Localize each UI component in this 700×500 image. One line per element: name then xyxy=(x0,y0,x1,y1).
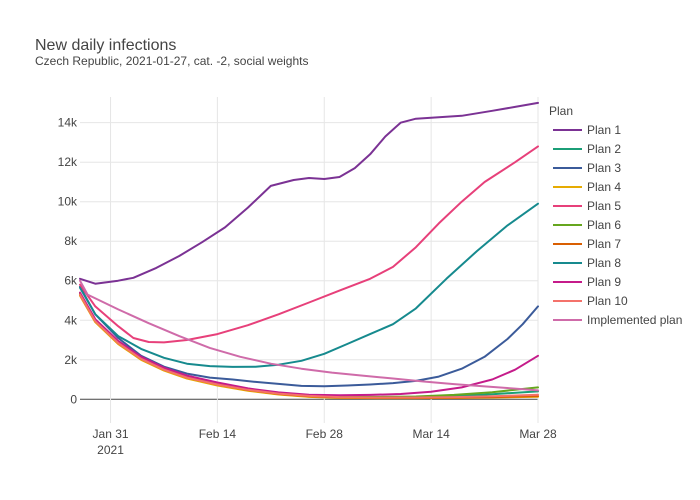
chart-subtitle: Czech Republic, 2021-01-27, cat. -2, soc… xyxy=(35,54,308,68)
y-tick-label: 10k xyxy=(58,195,78,209)
legend-label: Plan 7 xyxy=(587,237,621,251)
legend-item-plan-8[interactable]: Plan 8 xyxy=(553,256,621,270)
x-tick-label: Jan 31 xyxy=(93,427,129,441)
series-line-plan-1[interactable] xyxy=(79,101,539,285)
y-tick-label: 6k xyxy=(64,274,78,288)
legend-label: Plan 2 xyxy=(587,142,621,156)
legend-item-plan-1[interactable]: Plan 1 xyxy=(553,123,621,137)
legend-label: Plan 8 xyxy=(587,256,621,270)
x-tick-label: Mar 28 xyxy=(519,427,557,441)
legend-label: Plan 4 xyxy=(587,180,621,194)
series-line-plan-7[interactable] xyxy=(79,293,539,399)
series-line-plan-4[interactable] xyxy=(79,294,539,400)
legend-item-plan-5[interactable]: Plan 5 xyxy=(553,199,621,213)
legend-item-plan-3[interactable]: Plan 3 xyxy=(553,161,621,175)
gridlines xyxy=(80,97,539,423)
series-line-implemented-plan[interactable] xyxy=(79,279,539,392)
legend-label: Implemented plan xyxy=(587,313,682,327)
y-tick-label: 8k xyxy=(64,234,78,248)
legend-item-plan-4[interactable]: Plan 4 xyxy=(553,180,621,194)
legend[interactable]: Plan Plan 1 Plan 2 Plan 3 Plan 4 Plan 5 Plan … xyxy=(549,104,682,327)
x-tick-label: 2021 xyxy=(97,443,124,457)
legend-label: Plan 3 xyxy=(587,161,621,175)
x-tick-label: Feb 28 xyxy=(306,427,344,441)
legend-label: Plan 9 xyxy=(587,275,621,289)
series-line-plan-2[interactable] xyxy=(79,293,539,399)
x-tick-label: Feb 14 xyxy=(199,427,237,441)
y-tick-label: 0 xyxy=(70,392,77,406)
legend-item-implemented-plan[interactable]: Implemented plan xyxy=(553,313,682,327)
legend-label: Plan 10 xyxy=(587,294,628,308)
legend-item-plan-10[interactable]: Plan 10 xyxy=(553,294,628,308)
legend-label: Plan 1 xyxy=(587,123,621,137)
chart-title: New daily infections xyxy=(35,37,176,54)
legend-item-plan-2[interactable]: Plan 2 xyxy=(553,142,621,156)
series-line-plan-6[interactable] xyxy=(79,292,539,398)
y-tick-label: 4k xyxy=(64,313,78,327)
legend-title: Plan xyxy=(549,104,573,118)
series-line-plan-10[interactable] xyxy=(79,293,539,399)
axes: 0 2k 4k 6k 8k 10k 12k 14k Jan 31 2021 Feb 14 Feb 28… xyxy=(58,116,557,457)
x-tick-label: Mar 14 xyxy=(412,427,450,441)
series-line-plan-8[interactable] xyxy=(79,202,539,368)
legend-item-plan-9[interactable]: Plan 9 xyxy=(553,275,621,289)
y-tick-label: 12k xyxy=(58,155,78,169)
legend-label: Plan 5 xyxy=(587,199,621,213)
legend-item-plan-6[interactable]: Plan 6 xyxy=(553,218,621,232)
legend-label: Plan 6 xyxy=(587,218,621,232)
legend-item-plan-7[interactable]: Plan 7 xyxy=(553,237,621,251)
plot-area[interactable] xyxy=(79,101,539,400)
y-tick-label: 2k xyxy=(64,353,78,367)
series-line-plan-9[interactable] xyxy=(79,291,539,397)
series-line-plan-5[interactable] xyxy=(79,145,539,344)
y-tick-label: 14k xyxy=(58,116,78,130)
